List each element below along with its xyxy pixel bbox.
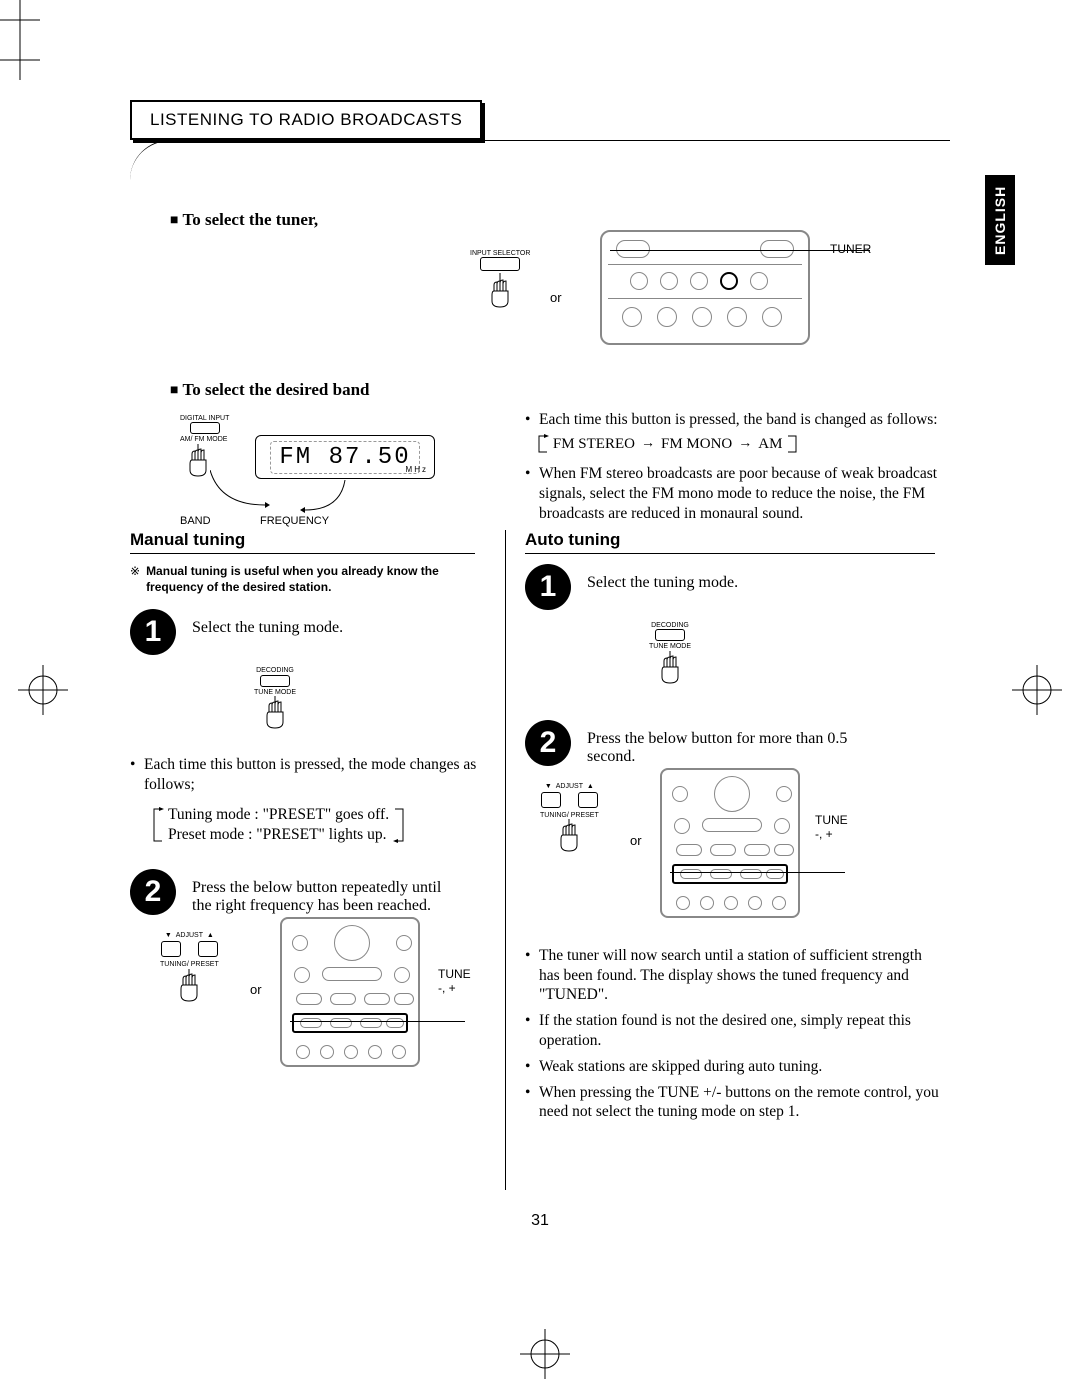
- digital-input-label: DIGITAL INPUT: [180, 415, 229, 422]
- or-label-2: or: [250, 982, 262, 997]
- column-divider: [505, 530, 506, 1190]
- auto-bullet-3: Weak stations are skipped during auto tu…: [525, 1057, 945, 1077]
- mode-line-2: Preset mode : "PRESET" lights up.: [168, 826, 386, 843]
- lcd-text: FM 87.50: [270, 441, 419, 474]
- hand-icon: [652, 651, 688, 685]
- band-bullet-2: When FM stereo broadcasts are poor becau…: [525, 464, 945, 523]
- bracket-left-icon: [535, 434, 549, 454]
- tune-pointer-line: [290, 1021, 465, 1022]
- or-label-1: or: [550, 290, 562, 305]
- manual-step2-text: Press the below button repeatedly until …: [192, 869, 462, 915]
- step-1-circle: 1: [130, 609, 176, 655]
- remote-mid-diagram: [280, 917, 420, 1067]
- remote-mid-diagram-2: [660, 768, 800, 918]
- tune-pointer-line-2: [670, 872, 845, 873]
- step-1-circle: 1: [525, 564, 571, 610]
- hand-icon: [480, 273, 520, 309]
- step-2-circle: 2: [130, 869, 176, 915]
- input-selector-icon: INPUT SELECTOR: [470, 250, 530, 314]
- input-selector-label: INPUT SELECTOR: [470, 250, 530, 257]
- band-flow: FM STEREO → FM MONO → AM: [553, 435, 783, 454]
- lcd-unit: MHz: [406, 465, 428, 474]
- crop-mark-bottom: [520, 1329, 570, 1379]
- crop-mark-left: [18, 665, 68, 715]
- tune-label: TUNE-, +: [438, 967, 471, 995]
- tuner-label: TUNER: [830, 242, 871, 256]
- tuning-preset-diagram: ▼ ADJUST ▲ TUNING/ PRESET: [540, 783, 599, 859]
- bracket-right-icon: [393, 805, 407, 845]
- frequency-label: FREQUENCY: [260, 515, 329, 527]
- crop-corner-br: [0, 40, 40, 80]
- auto-tuning-column: Auto tuning 1 Select the tuning mode. DE…: [525, 530, 945, 1128]
- tuning-preset-diagram: ▼ ADJUST ▲ TUNING/ PRESET: [160, 932, 219, 1008]
- page-number: 31: [531, 1212, 549, 1230]
- tune-label-2: TUNE-, +: [815, 813, 848, 841]
- hand-icon: [551, 819, 587, 853]
- bracket-left-icon: [150, 805, 164, 845]
- auto-step2-text: Press the below button for more than 0.5…: [587, 720, 877, 766]
- manual-note: Manual tuning is useful when you already…: [146, 564, 456, 595]
- hand-icon: [171, 969, 207, 1003]
- manual-tuning-title: Manual tuning: [130, 530, 475, 554]
- bracket-right-icon: [786, 434, 800, 454]
- auto-tuning-title: Auto tuning: [525, 530, 935, 554]
- band-bullet-1: Each time this button is pressed, the ba…: [525, 410, 945, 454]
- band-label: BAND: [180, 515, 211, 527]
- heading-select-band: To select the desired band: [170, 380, 950, 400]
- or-label-3: or: [630, 833, 642, 848]
- tune-mode-button-diagram: DECODING TUNE MODE: [245, 667, 305, 735]
- crop-corner-bl: [0, 0, 40, 40]
- auto-step1-text: Select the tuning mode.: [587, 564, 738, 592]
- page-title: LISTENING TO RADIO BROADCASTS: [130, 100, 482, 140]
- mode-line-1: Tuning mode : "PRESET" goes off.: [168, 806, 389, 823]
- tune-mode-button-diagram: DECODING TUNE MODE: [640, 622, 700, 690]
- lcd-display: FM 87.50 MHz: [255, 435, 435, 479]
- amfm-mode-label: AM/ FM MODE: [180, 436, 229, 443]
- language-tab: ENGLISH: [985, 175, 1015, 265]
- crop-mark-right: [1012, 665, 1062, 715]
- manual-step1-text: Select the tuning mode.: [192, 609, 343, 637]
- hand-icon: [257, 696, 293, 730]
- auto-bullet-2: If the station found is not the desired …: [525, 1011, 945, 1051]
- auto-bullet-1: The tuner will now search until a statio…: [525, 946, 945, 1005]
- remote-top-diagram: [600, 230, 810, 345]
- manual-mode-bullet: Each time this button is pressed, the mo…: [130, 755, 495, 795]
- heading-select-tuner: To select the tuner,: [170, 210, 950, 230]
- manual-tuning-column: Manual tuning ※ Manual tuning is useful …: [130, 530, 495, 1077]
- step-2-circle: 2: [525, 720, 571, 766]
- page-content: ENGLISH LISTENING TO RADIO BROADCASTS To…: [130, 100, 950, 1200]
- auto-bullet-4: When pressing the TUNE +/- buttons on th…: [525, 1083, 945, 1123]
- freq-arrow: [300, 480, 350, 515]
